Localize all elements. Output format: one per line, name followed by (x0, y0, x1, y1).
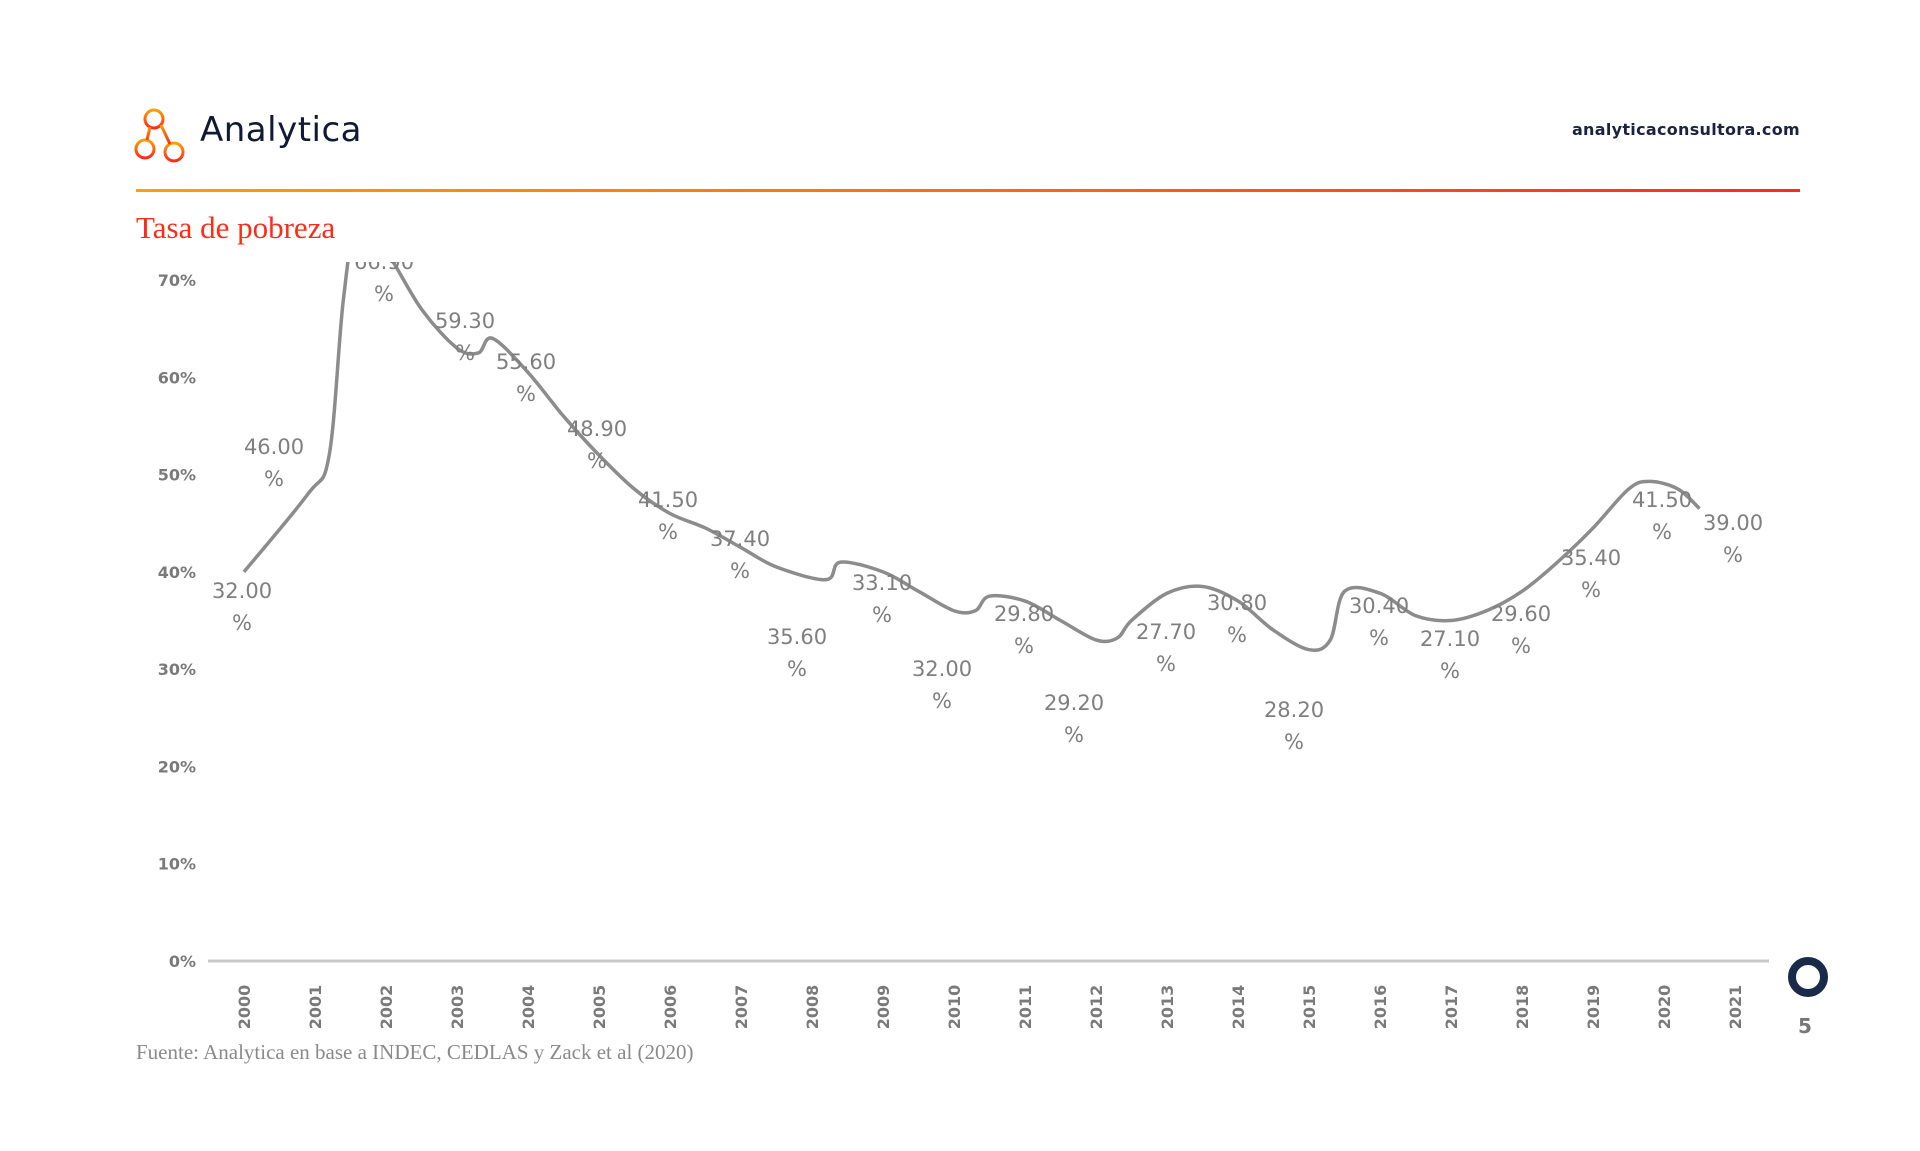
x-tick-label: 2000 (235, 985, 254, 1030)
data-label-value: 29.80 (994, 602, 1054, 626)
data-label-value: 29.60 (1491, 602, 1551, 626)
data-label-unit: % (1284, 730, 1304, 754)
data-label-unit: % (1014, 634, 1034, 658)
page-ring-icon (1788, 957, 1828, 997)
x-tick-label: 2013 (1158, 985, 1177, 1030)
data-label-value: 30.40 (1349, 594, 1409, 618)
y-tick-label: 40% (158, 563, 196, 582)
data-label-value: 27.10 (1420, 627, 1480, 651)
data-label-value: 66.90 (354, 250, 414, 274)
x-tick-label: 2010 (945, 985, 964, 1030)
data-label-unit: % (1723, 543, 1743, 567)
data-label-value: 27.70 (1136, 620, 1196, 644)
x-tick-label: 2015 (1300, 985, 1319, 1030)
x-tick-label: 2001 (306, 985, 325, 1030)
data-label-value: 32.00 (212, 579, 272, 603)
data-label-unit: % (730, 559, 750, 583)
data-label-value: 29.20 (1044, 691, 1104, 715)
data-label-value: 30.80 (1207, 591, 1267, 615)
brand-name: Analytica (200, 110, 363, 150)
data-label-value: 32.00 (912, 657, 972, 681)
source-note: Fuente: Analytica en base a INDEC, CEDLA… (136, 1040, 694, 1064)
x-tick-label: 2004 (519, 985, 538, 1030)
data-label-unit: % (872, 603, 892, 627)
x-tick-label: 2016 (1371, 985, 1390, 1030)
data-label-value: 55.60 (496, 350, 556, 374)
data-label-value: 46.00 (244, 435, 304, 459)
data-label-unit: % (1581, 578, 1601, 602)
y-tick-label: 30% (158, 660, 196, 679)
x-tick-label: 2008 (803, 985, 822, 1030)
data-label-unit: % (374, 282, 394, 306)
data-label-unit: % (455, 341, 475, 365)
data-label-unit: % (1156, 652, 1176, 676)
data-label-unit: % (1064, 723, 1084, 747)
x-tick-label: 2021 (1726, 985, 1745, 1030)
page-number: 5 (1798, 1014, 1812, 1038)
data-label-unit: % (787, 657, 807, 681)
x-tick-label: 2002 (377, 985, 396, 1030)
y-tick-label: 10% (158, 855, 196, 874)
x-tick-label: 2007 (732, 985, 751, 1030)
x-tick-label: 2012 (1087, 985, 1106, 1030)
x-tick-label: 2017 (1442, 985, 1461, 1030)
x-tick-label: 2020 (1655, 985, 1674, 1030)
data-label-unit: % (587, 449, 607, 473)
data-label-unit: % (1511, 634, 1531, 658)
data-label-unit: % (516, 382, 536, 406)
data-label-unit: % (1440, 659, 1460, 683)
analytica-logo-icon (134, 108, 185, 163)
data-label-unit: % (658, 520, 678, 544)
data-label-value: 37.40 (710, 527, 770, 551)
x-tick-label: 2018 (1513, 985, 1532, 1030)
data-label-value: 35.40 (1561, 546, 1621, 570)
website-url: analyticaconsultora.com (1571, 120, 1800, 139)
x-tick-label: 2005 (590, 985, 609, 1030)
data-label-unit: % (932, 689, 952, 713)
data-label-value: 39.00 (1703, 511, 1763, 535)
data-label-unit: % (264, 467, 284, 491)
data-label-value: 33.10 (852, 571, 912, 595)
data-label-unit: % (1227, 623, 1247, 647)
y-tick-label: 50% (158, 466, 196, 485)
x-tick-label: 2014 (1229, 985, 1248, 1030)
data-label-value: 35.60 (767, 625, 827, 649)
x-tick-label: 2009 (874, 985, 893, 1030)
x-tick-label: 2006 (661, 985, 680, 1030)
header-divider (136, 189, 1800, 192)
y-tick-label: 20% (158, 757, 196, 776)
y-tick-label: 60% (158, 368, 196, 387)
data-label-value: 48.90 (567, 417, 627, 441)
x-tick-label: 2003 (448, 985, 467, 1030)
data-label-value: 41.50 (638, 488, 698, 512)
data-label-unit: % (232, 611, 252, 635)
data-label-unit: % (1652, 520, 1672, 544)
x-tick-label: 2011 (1016, 985, 1035, 1030)
x-tick-label: 2019 (1584, 985, 1603, 1030)
slide-title: Tasa de pobreza (136, 210, 336, 245)
data-label-value: 59.30 (435, 309, 495, 333)
data-label-value: 28.20 (1264, 698, 1324, 722)
y-tick-label: 0% (169, 952, 196, 971)
y-tick-label: 70% (158, 271, 196, 290)
poverty-rate-line (242, 262, 1701, 652)
data-label-value: 41.50 (1632, 488, 1692, 512)
data-label-unit: % (1369, 626, 1389, 650)
